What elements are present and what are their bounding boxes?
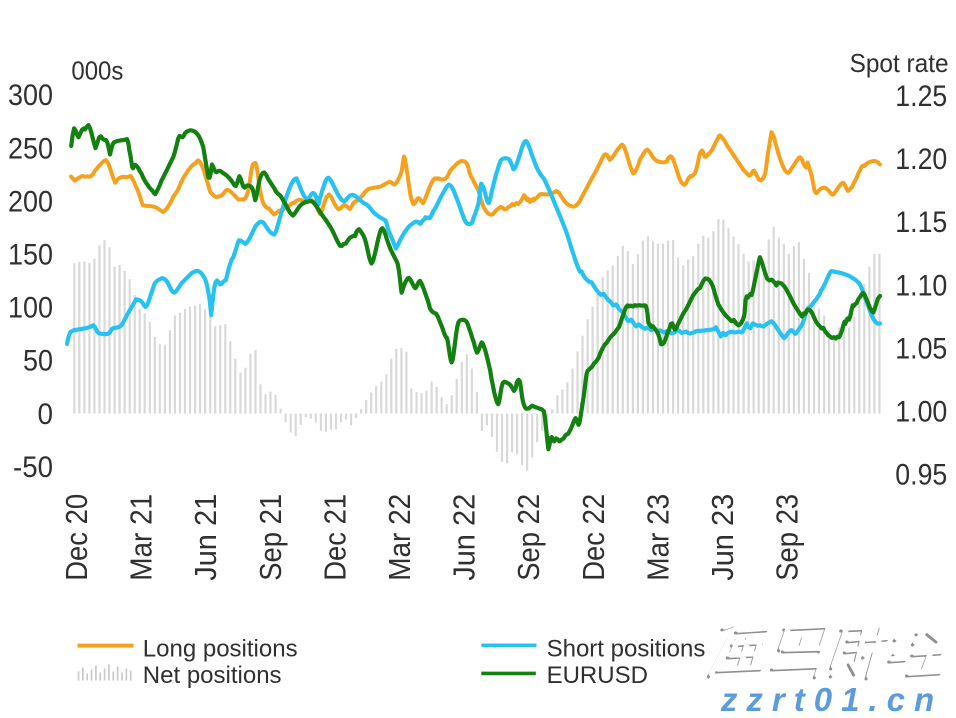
svg-text:Mar 21: Mar 21 — [124, 494, 159, 581]
svg-text:250: 250 — [8, 132, 53, 165]
svg-text:200: 200 — [8, 185, 53, 218]
svg-text:300: 300 — [8, 79, 53, 112]
svg-text:Short positions: Short positions — [547, 636, 706, 663]
svg-text:000s: 000s — [71, 56, 123, 86]
svg-text:0.95: 0.95 — [895, 459, 947, 492]
svg-text:150: 150 — [8, 239, 53, 272]
svg-text:Mar 23: Mar 23 — [640, 494, 675, 581]
svg-text:1.00: 1.00 — [895, 396, 947, 429]
svg-text:Dec 22: Dec 22 — [576, 494, 611, 581]
svg-text:Jun 21: Jun 21 — [188, 494, 223, 581]
svg-text:Sep 23: Sep 23 — [770, 494, 805, 581]
svg-text:1.10: 1.10 — [895, 269, 947, 302]
svg-text:EURUSD: EURUSD — [547, 662, 648, 689]
svg-text:Jun 22: Jun 22 — [447, 494, 482, 581]
svg-text:-50: -50 — [13, 451, 53, 484]
svg-text:1.20: 1.20 — [895, 143, 947, 176]
svg-text:1.25: 1.25 — [895, 80, 947, 113]
svg-text:1.05: 1.05 — [895, 332, 947, 365]
svg-text:Sep 21: Sep 21 — [253, 494, 288, 581]
svg-text:Dec 21: Dec 21 — [317, 494, 352, 581]
svg-text:Dec 20: Dec 20 — [59, 494, 94, 581]
svg-text:zzrt01.cn: zzrt01.cn — [720, 681, 943, 718]
svg-text:Long positions: Long positions — [143, 636, 298, 663]
svg-text:50: 50 — [23, 345, 53, 378]
svg-text:1.15: 1.15 — [895, 206, 947, 239]
svg-text:Spot rate: Spot rate — [850, 48, 949, 78]
svg-text:Mar 22: Mar 22 — [382, 494, 417, 581]
svg-text:0: 0 — [38, 398, 54, 431]
svg-text:Net positions: Net positions — [143, 662, 282, 689]
svg-text:Jun 23: Jun 23 — [705, 494, 740, 581]
svg-text:100: 100 — [8, 292, 53, 325]
svg-text:Sep 22: Sep 22 — [511, 494, 546, 581]
